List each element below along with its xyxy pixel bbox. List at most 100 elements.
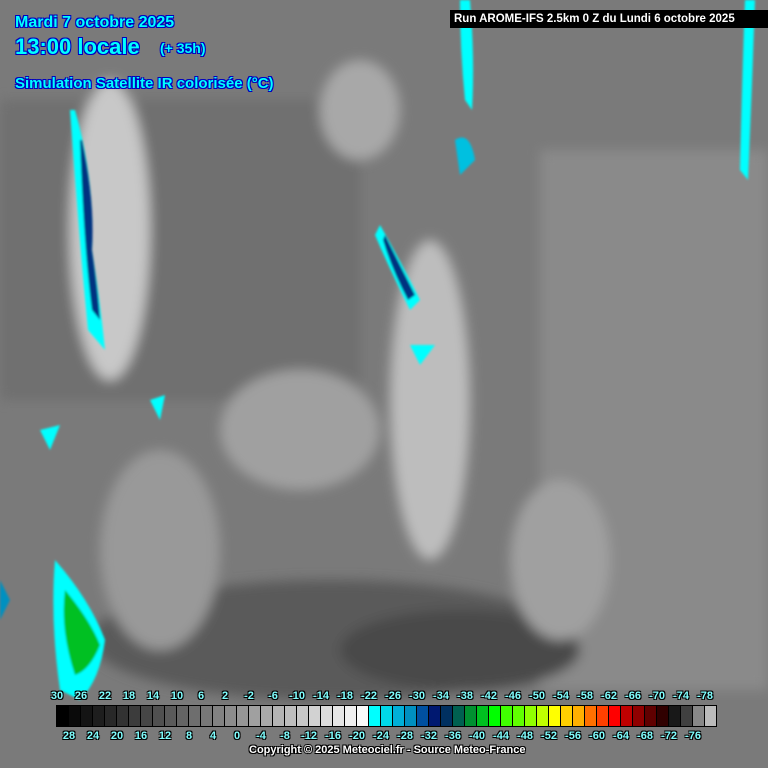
- legend-label: -40: [469, 730, 485, 742]
- legend-label: 2: [221, 690, 229, 702]
- forecast-date: Mardi 7 octobre 2025: [15, 14, 175, 31]
- legend-label: -12: [301, 730, 317, 742]
- legend-swatch: [357, 706, 369, 726]
- legend-label: -62: [601, 690, 617, 702]
- legend-swatch: [417, 706, 429, 726]
- legend-swatch: [105, 706, 117, 726]
- legend-swatch: [405, 706, 417, 726]
- legend-swatch: [309, 706, 321, 726]
- forecast-time: 13:00 locale: [15, 34, 140, 59]
- legend-label: -18: [337, 690, 353, 702]
- legend-swatch: [261, 706, 273, 726]
- legend-swatch: [489, 706, 501, 726]
- legend-label: -2: [244, 690, 254, 702]
- legend-label: -44: [493, 730, 509, 742]
- legend-label: -34: [433, 690, 449, 702]
- legend-label: -42: [481, 690, 497, 702]
- legend-swatch: [93, 706, 105, 726]
- legend-swatch: [345, 706, 357, 726]
- legend-swatch: [321, 706, 333, 726]
- legend-label: -56: [565, 730, 581, 742]
- cold-cloud-tops: [0, 0, 755, 700]
- legend-swatch: [477, 706, 489, 726]
- legend-label: -30: [409, 690, 425, 702]
- legend-label: 10: [170, 690, 184, 702]
- legend-swatch: [117, 706, 129, 726]
- legend-swatch: [189, 706, 201, 726]
- legend-label: 4: [209, 730, 217, 742]
- legend-swatch: [465, 706, 477, 726]
- legend-label: -76: [685, 730, 701, 742]
- product-title: Simulation Satellite IR colorisée (°C): [15, 75, 274, 92]
- legend-swatch: [381, 706, 393, 726]
- color-scale-legend: [56, 705, 717, 727]
- legend-label: -46: [505, 690, 521, 702]
- legend-swatch: [285, 706, 297, 726]
- legend-label: -64: [613, 730, 629, 742]
- legend-swatch: [69, 706, 81, 726]
- legend-swatch: [297, 706, 309, 726]
- legend-label: -28: [397, 730, 413, 742]
- legend-swatch: [645, 706, 657, 726]
- legend-swatch: [705, 706, 716, 726]
- legend-swatch: [333, 706, 345, 726]
- legend-label: -52: [541, 730, 557, 742]
- legend-swatch: [453, 706, 465, 726]
- legend-label: 24: [86, 730, 100, 742]
- legend-swatch: [525, 706, 537, 726]
- legend-swatch: [237, 706, 249, 726]
- legend-label: -68: [637, 730, 653, 742]
- legend-swatch: [201, 706, 213, 726]
- legend-label: 6: [197, 690, 205, 702]
- legend-swatch: [177, 706, 189, 726]
- legend-swatch: [621, 706, 633, 726]
- legend-swatch: [273, 706, 285, 726]
- legend-swatch: [369, 706, 381, 726]
- legend-label: 30: [50, 690, 64, 702]
- legend-label: -16: [325, 730, 341, 742]
- gray-cloud-field: [0, 60, 768, 700]
- legend-swatch: [537, 706, 549, 726]
- legend-swatch: [153, 706, 165, 726]
- legend-label: -22: [361, 690, 377, 702]
- legend-swatch: [129, 706, 141, 726]
- legend-label: 14: [146, 690, 160, 702]
- legend-label: -8: [280, 730, 290, 742]
- legend-label: -4: [256, 730, 266, 742]
- legend-swatch: [549, 706, 561, 726]
- legend-label: -58: [577, 690, 593, 702]
- legend-swatch: [57, 706, 69, 726]
- legend-label: -24: [373, 730, 389, 742]
- legend-label: -10: [289, 690, 305, 702]
- legend-swatch: [513, 706, 525, 726]
- legend-label: 16: [134, 730, 148, 742]
- legend-label: -72: [661, 730, 677, 742]
- lead-time: (+ 35h): [160, 40, 206, 56]
- legend-swatch: [141, 706, 153, 726]
- copyright: Copyright © 2025 Meteociel.fr - Source M…: [249, 744, 526, 756]
- legend-swatch: [657, 706, 669, 726]
- legend-label: -60: [589, 730, 605, 742]
- legend-label: -74: [673, 690, 689, 702]
- legend-label: -14: [313, 690, 329, 702]
- legend-swatch: [225, 706, 237, 726]
- model-run-label: Run AROME-IFS 2.5km 0 Z du Lundi 6 octob…: [450, 10, 768, 28]
- legend-label: 8: [185, 730, 193, 742]
- legend-swatch: [561, 706, 573, 726]
- legend-label: -78: [697, 690, 713, 702]
- legend-swatch: [81, 706, 93, 726]
- legend-label: -20: [349, 730, 365, 742]
- legend-swatch: [165, 706, 177, 726]
- legend-swatch: [429, 706, 441, 726]
- legend-label: 20: [110, 730, 124, 742]
- legend-label: 12: [158, 730, 172, 742]
- legend-label: -66: [625, 690, 641, 702]
- legend-swatch: [393, 706, 405, 726]
- legend-label: -6: [268, 690, 278, 702]
- legend-swatch: [633, 706, 645, 726]
- legend-label: -54: [553, 690, 569, 702]
- legend-swatch: [501, 706, 513, 726]
- legend-label: -70: [649, 690, 665, 702]
- legend-swatch: [681, 706, 693, 726]
